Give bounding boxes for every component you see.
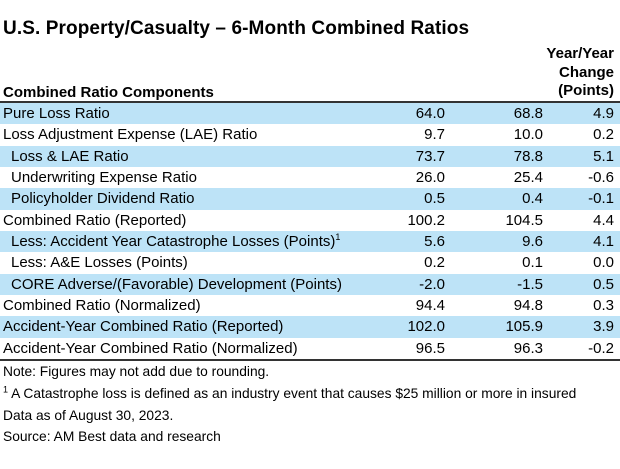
value-col1: 102.0	[407, 318, 445, 336]
column-header-components: Combined Ratio Components	[3, 84, 214, 101]
row-label: Accident-Year Combined Ratio (Reported)	[0, 318, 355, 335]
source-line: Source: AM Best data and research	[3, 429, 221, 444]
row-footnote-marker: 1	[335, 233, 341, 243]
table-row: Loss Adjustment Expense (LAE) Ratio 9.7 …	[0, 124, 620, 146]
table-row: Combined Ratio (Reported) 100.2 104.5 4.…	[0, 209, 620, 231]
value-col1: 100.2	[407, 211, 445, 229]
row-label-text: Combined Ratio (Reported)	[3, 211, 187, 229]
value-col1: 64.0	[415, 105, 445, 123]
value-col2: 68.8	[513, 105, 543, 123]
value-col2: 94.8	[513, 297, 543, 315]
value-col2: 10.0	[513, 126, 543, 144]
rounding-note: Note: Figures may not add due to roundin…	[3, 364, 270, 379]
row-label: Accident-Year Combined Ratio (Normalized…	[0, 340, 355, 357]
row-label: CORE Adverse/(Favorable) Development (Po…	[0, 276, 355, 293]
value-yoy-change: 4.1	[593, 233, 614, 251]
value-col1: 94.4	[415, 297, 445, 315]
value-col2: 25.4	[513, 169, 543, 187]
value-col1: 9.7	[424, 126, 445, 144]
row-label-text: Loss Adjustment Expense (LAE) Ratio	[3, 126, 258, 144]
table-row: Pure Loss Ratio 64.0 68.8 4.9	[0, 103, 620, 125]
value-col2: -1.5	[517, 275, 543, 293]
table-row: Loss & LAE Ratio 73.7 78.8 5.1	[0, 145, 620, 167]
value-col2: 96.3	[513, 339, 543, 357]
row-label: Loss & LAE Ratio	[0, 148, 355, 165]
row-label: Pure Loss Ratio	[0, 105, 355, 122]
catastrophe-footnote: 1 A Catastrophe loss is defined as an in…	[3, 386, 576, 401]
value-yoy-change: 0.0	[593, 254, 614, 272]
value-yoy-change: 4.4	[593, 211, 614, 229]
value-col2: 9.6	[522, 233, 543, 251]
exhibit-title: U.S. Property/Casualty – 6-Month Combine…	[3, 18, 470, 39]
value-col1: -2.0	[419, 275, 445, 293]
row-label-text: Combined Ratio (Normalized)	[3, 297, 201, 315]
yoy-header-line-2: Change	[558, 63, 614, 81]
row-label: Loss Adjustment Expense (LAE) Ratio	[0, 126, 355, 143]
value-col1: 96.5	[415, 339, 445, 357]
data-as-of-line: Data as of August 30, 2023.	[3, 408, 174, 423]
value-col2: 0.1	[522, 254, 543, 272]
table-row: Underwriting Expense Ratio 26.0 25.4 -0.…	[0, 166, 620, 189]
table-row: Accident-Year Combined Ratio (Reported) …	[0, 316, 620, 338]
yoy-header-line-3: (Points)	[558, 82, 614, 99]
value-yoy-change: -0.2	[588, 339, 614, 357]
value-col2: 104.5	[505, 211, 543, 229]
value-col1: 73.7	[415, 147, 445, 165]
table-row: Accident-Year Combined Ratio (Normalized…	[0, 337, 620, 359]
row-label: Less: Accident Year Catastrophe Losses (…	[0, 233, 355, 250]
value-col2: 0.4	[522, 190, 543, 208]
value-col1: 0.2	[424, 254, 445, 272]
table-bottom-rule	[0, 359, 620, 361]
row-label-text: Pure Loss Ratio	[3, 105, 110, 123]
row-label: Combined Ratio (Normalized)	[0, 297, 355, 314]
row-label-text: Less: A&E Losses (Points)	[11, 254, 188, 272]
value-yoy-change: 0.5	[593, 275, 614, 293]
combined-ratios-table-body: Pure Loss Ratio 64.0 68.8 4.9 Loss Adjus…	[0, 103, 620, 359]
value-col1: 0.5	[424, 190, 445, 208]
value-yoy-change: 4.9	[593, 105, 614, 123]
value-col2: 78.8	[513, 147, 543, 165]
row-label: Combined Ratio (Reported)	[0, 212, 355, 229]
row-label: Policyholder Dividend Ratio	[0, 190, 355, 207]
row-label-text: CORE Adverse/(Favorable) Development (Po…	[11, 275, 342, 293]
row-label-text: Less: Accident Year Catastrophe Losses (…	[11, 233, 336, 251]
row-label: Less: A&E Losses (Points)	[0, 254, 355, 271]
row-label-text: Loss & LAE Ratio	[11, 147, 129, 165]
table-row: Less: A&E Losses (Points) 0.2 0.1 0.0	[0, 252, 620, 274]
header-rule	[0, 101, 620, 103]
value-col2: 105.9	[505, 318, 543, 336]
table-row: Combined Ratio (Normalized) 94.4 94.8 0.…	[0, 294, 620, 317]
value-yoy-change: 3.9	[593, 318, 614, 336]
footnote-superscript: 1	[3, 386, 9, 395]
table-row: Policyholder Dividend Ratio 0.5 0.4 -0.1	[0, 188, 620, 210]
value-yoy-change: 5.1	[593, 147, 614, 165]
column-header-yoy-change: Year/Year Change (Points)	[546, 45, 614, 101]
row-label-text: Accident-Year Combined Ratio (Normalized…	[3, 339, 298, 357]
table-row: Less: Accident Year Catastrophe Losses (…	[0, 230, 620, 253]
value-yoy-change: -0.6	[588, 169, 614, 187]
row-label-text: Policyholder Dividend Ratio	[11, 190, 195, 208]
row-label: Underwriting Expense Ratio	[0, 169, 355, 186]
value-col1: 26.0	[415, 169, 445, 187]
value-col1: 5.6	[424, 233, 445, 251]
row-label-text: Accident-Year Combined Ratio (Reported)	[3, 318, 284, 336]
table-row: CORE Adverse/(Favorable) Development (Po…	[0, 273, 620, 295]
yoy-header-line-1: Year/Year	[546, 45, 614, 62]
value-yoy-change: 0.2	[593, 126, 614, 144]
value-yoy-change: -0.1	[588, 190, 614, 208]
row-label-text: Underwriting Expense Ratio	[11, 169, 197, 187]
value-yoy-change: 0.3	[593, 297, 614, 315]
footnote-text: A Catastrophe loss is defined as an indu…	[8, 386, 577, 401]
